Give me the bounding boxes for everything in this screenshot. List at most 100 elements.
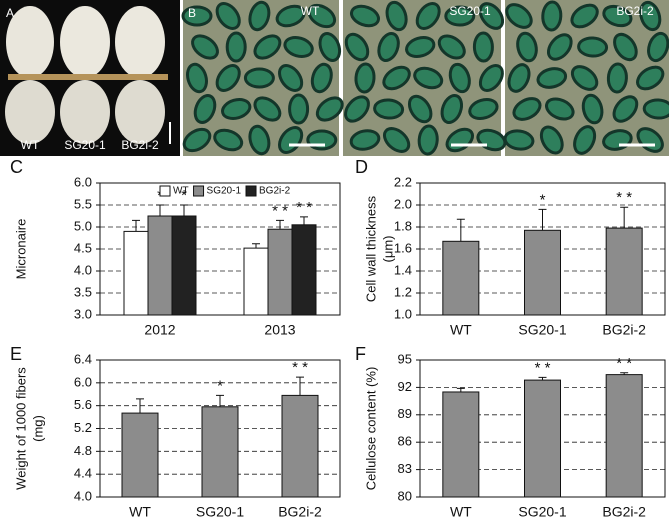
error-bar: [300, 216, 308, 225]
x-tick-label: BG2i-2: [602, 504, 646, 520]
y-tick-label: 89: [398, 406, 412, 421]
photo-label: SG20-1: [449, 4, 491, 18]
cell: [536, 67, 568, 89]
cell: [225, 31, 247, 63]
x-tick-label: WT: [450, 504, 472, 520]
error-bar: [276, 219, 284, 230]
cell: [606, 62, 628, 94]
cell: [253, 96, 282, 122]
y-tick-label: 1.0: [394, 306, 412, 321]
photo-b: [181, 0, 669, 156]
cell: [417, 124, 439, 156]
cell: [541, 0, 563, 32]
cell: [613, 32, 638, 62]
cell: [505, 3, 533, 29]
y-tick-label: 4.0: [74, 488, 92, 503]
y-tick-label: 95: [398, 351, 412, 366]
cell: [440, 93, 464, 125]
cell: [283, 36, 314, 58]
x-tick-label: BG2i-2: [602, 322, 646, 338]
significance: *: [181, 187, 187, 204]
cell: [193, 94, 217, 124]
y-tick-label: 2.0: [394, 196, 412, 211]
photo-a: [0, 0, 180, 156]
cell: [437, 34, 466, 60]
cell: [221, 98, 252, 120]
y-tick-label: 4.8: [74, 443, 92, 458]
y-tick-label: 86: [398, 434, 412, 449]
error-bar: [296, 376, 304, 396]
y-tick-label: 2.2: [394, 174, 412, 189]
significance: * *: [292, 359, 308, 376]
cell: [382, 65, 411, 91]
panel-label: E: [10, 344, 22, 364]
cell: [182, 127, 212, 153]
error-bar: [538, 208, 547, 231]
panel-label: A: [6, 6, 14, 20]
cell: [278, 64, 304, 92]
photo-label: WT: [21, 138, 40, 152]
y-tick-label: 4.4: [74, 466, 92, 481]
cell: [354, 62, 376, 94]
x-tick-label: BG2i-2: [278, 504, 322, 520]
cell: [602, 4, 633, 28]
cell: [373, 98, 405, 120]
bar: [524, 379, 561, 498]
cell: [181, 5, 213, 27]
cell: [448, 62, 471, 94]
y-tick-label: 1.2: [394, 284, 412, 299]
cell: [647, 31, 669, 63]
significance: * *: [272, 202, 288, 219]
error-bar: [136, 398, 144, 414]
bar: [281, 394, 319, 498]
x-tick-label: SG20-1: [518, 322, 566, 338]
error-bar: [620, 206, 629, 229]
x-tick-label: WT: [450, 322, 472, 338]
panel-label: B: [188, 6, 196, 20]
cell: [310, 62, 333, 94]
cell: [186, 62, 208, 94]
cell: [307, 3, 337, 29]
error-bar: [252, 243, 260, 249]
error-bar: [456, 387, 465, 392]
bar: [123, 230, 149, 316]
cell: [472, 31, 494, 63]
error-bar: [132, 219, 140, 232]
cell: [544, 97, 575, 121]
significance: *: [540, 191, 546, 208]
cell: [315, 96, 344, 122]
cell: [288, 93, 310, 125]
bar: [267, 228, 293, 316]
significance: * *: [296, 199, 312, 216]
cell: [642, 98, 669, 120]
cell: [573, 125, 597, 155]
cell: [478, 2, 505, 30]
cell: [275, 4, 306, 28]
cell: [215, 64, 241, 92]
significance: *: [217, 377, 223, 394]
cell: [636, 65, 665, 91]
legend-swatch: [245, 185, 257, 197]
photo-label: SG20-1: [64, 138, 106, 152]
y-axis-label: Micronaire: [13, 219, 28, 280]
cell: [213, 128, 244, 152]
y-tick-label: 5.6: [74, 397, 92, 412]
x-tick-label: WT: [129, 504, 151, 520]
bar: [201, 406, 239, 498]
x-tick-label: SG20-1: [196, 504, 244, 520]
legend-swatch: [159, 185, 171, 197]
y-tick-label: 1.8: [394, 218, 412, 233]
y-tick-label: 5.5: [74, 196, 92, 211]
legend-label: SG20-1: [207, 186, 242, 197]
y-tick-label: 80: [398, 488, 412, 503]
y-tick-label: 83: [398, 461, 412, 476]
error-bar: [620, 372, 629, 375]
photo-label: WT: [301, 4, 320, 18]
cell: [639, 0, 662, 32]
cell: [577, 36, 609, 58]
bar: [291, 224, 317, 316]
cell: [407, 94, 433, 124]
y-tick-label: 5.2: [74, 420, 92, 435]
photo-label: BG2i-2: [616, 4, 654, 18]
